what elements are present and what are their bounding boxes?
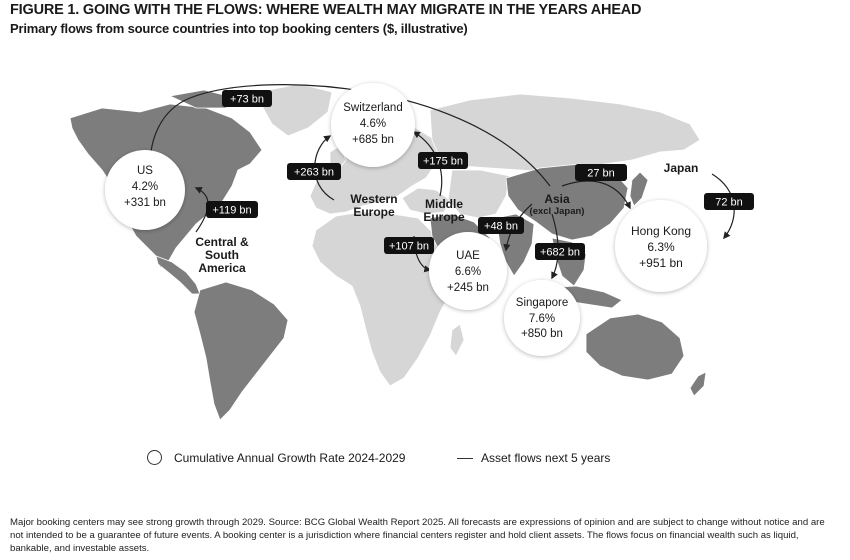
new-zealand-shape [689, 371, 707, 397]
flow-label-me-switzerland: +175 bn [418, 152, 468, 169]
bubble-us-growth: 4.2% [132, 181, 158, 193]
bubble-singapore-assets: +850 bn [521, 328, 563, 340]
bubble-us-assets: +331 bn [124, 197, 166, 209]
region-label-csa-3: America [198, 261, 246, 275]
flow-arrow-asia-hongkong [561, 180, 631, 210]
madagascar-shape [449, 323, 465, 357]
russia-shape [429, 93, 701, 173]
flow-label-asia-us: +73 bn [222, 90, 272, 107]
japan-shape [629, 171, 649, 207]
flow-arrow-asia-us [146, 84, 551, 187]
flow-label-asia-us-text: +73 bn [230, 94, 264, 106]
bubble-hong-kong-name: Hong Kong [631, 224, 691, 238]
bubble-uae-growth: 6.6% [455, 266, 481, 278]
flow-label-asia-uae-text: +48 bn [484, 221, 518, 233]
legend: Cumulative Annual Growth Rate 2024-2029 … [0, 449, 850, 471]
flow-label-me-uae: +107 bn [384, 237, 434, 254]
figure-title: FIGURE 1. GOING WITH THE FLOWS: WHERE WE… [10, 2, 642, 18]
bubble-us-name: US [137, 165, 153, 177]
region-label-we-1: Western [350, 192, 397, 206]
flow-label-csa-us-text: +119 bn [212, 205, 251, 217]
region-label-asia-1: Asia [544, 192, 570, 206]
africa-shape [311, 211, 459, 387]
region-label-csa-1: Central & [195, 235, 249, 249]
flow-label-asia-uae: +48 bn [478, 217, 524, 234]
region-label-csa-2: South [205, 248, 239, 262]
bubble-switzerland-name: Switzerland [343, 102, 402, 114]
flow-label-we-switzerland-text: +263 bn [294, 167, 334, 179]
central-america-shape [155, 255, 201, 295]
flow-label-asia-hongkong: 27 bn [575, 164, 627, 181]
central-asia-shape [447, 169, 511, 219]
bubble-singapore-name: Singapore [516, 297, 568, 309]
bubble-hong-kong-growth: 6.3% [647, 240, 675, 254]
footnote: Major booking centers may see strong gro… [10, 517, 825, 555]
region-label-me-2: Europe [423, 210, 465, 224]
flow-label-me-uae-text: +107 bn [389, 241, 429, 253]
bubble-singapore-growth: 7.6% [529, 313, 555, 325]
legend-line-icon [457, 458, 473, 459]
bubble-switzerland-growth: 4.6% [360, 118, 386, 130]
bubble-switzerland: Switzerland 4.6% +685 bn [331, 83, 415, 167]
bubble-us: US 4.2% +331 bn [105, 150, 185, 230]
south-america-shape [193, 281, 289, 421]
legend-circle-icon [147, 450, 162, 465]
bubble-hong-kong: Hong Kong 6.3% +951 bn [615, 200, 707, 292]
greenland-shape [257, 83, 333, 137]
region-label-asia-2: (excl Japan) [530, 206, 585, 217]
flow-label-asia-hongkong-text: 27 bn [587, 168, 615, 180]
flow-label-me-switzerland-text: +175 bn [423, 156, 463, 168]
flow-label-csa-us: +119 bn [206, 201, 258, 218]
bubble-uae: UAE 6.6% +245 bn [429, 232, 507, 310]
flow-label-japan-hongkong: 72 bn [704, 193, 754, 210]
bubble-switzerland-assets: +685 bn [352, 134, 394, 146]
bubble-hong-kong-assets: +951 bn [639, 256, 683, 270]
middle-europe-shape [401, 187, 451, 215]
flow-label-japan-hongkong-text: 72 bn [715, 197, 743, 209]
flow-label-asia-singapore: +682 bn [535, 243, 585, 260]
world-map: US 4.2% +331 bn Switzerland 4.6% +685 bn… [69, 83, 754, 421]
region-label-japan: Japan [664, 161, 699, 175]
region-labels: Central & South America Western Europe M… [195, 161, 698, 275]
legend-flow-label: Asset flows next 5 years [481, 451, 611, 465]
australia-shape [585, 313, 685, 381]
region-label-we-2: Europe [353, 205, 395, 219]
bubble-uae-name: UAE [456, 250, 480, 262]
bubble-uae-assets: +245 bn [447, 282, 489, 294]
legend-growth-label: Cumulative Annual Growth Rate 2024-2029 [174, 451, 406, 465]
region-label-me-1: Middle [425, 197, 463, 211]
bubble-singapore: Singapore 7.6% +850 bn [504, 280, 580, 356]
flow-label-we-switzerland: +263 bn [287, 163, 341, 180]
figure-subtitle: Primary flows from source countries into… [10, 21, 468, 36]
flow-label-asia-singapore-text: +682 bn [540, 247, 580, 259]
